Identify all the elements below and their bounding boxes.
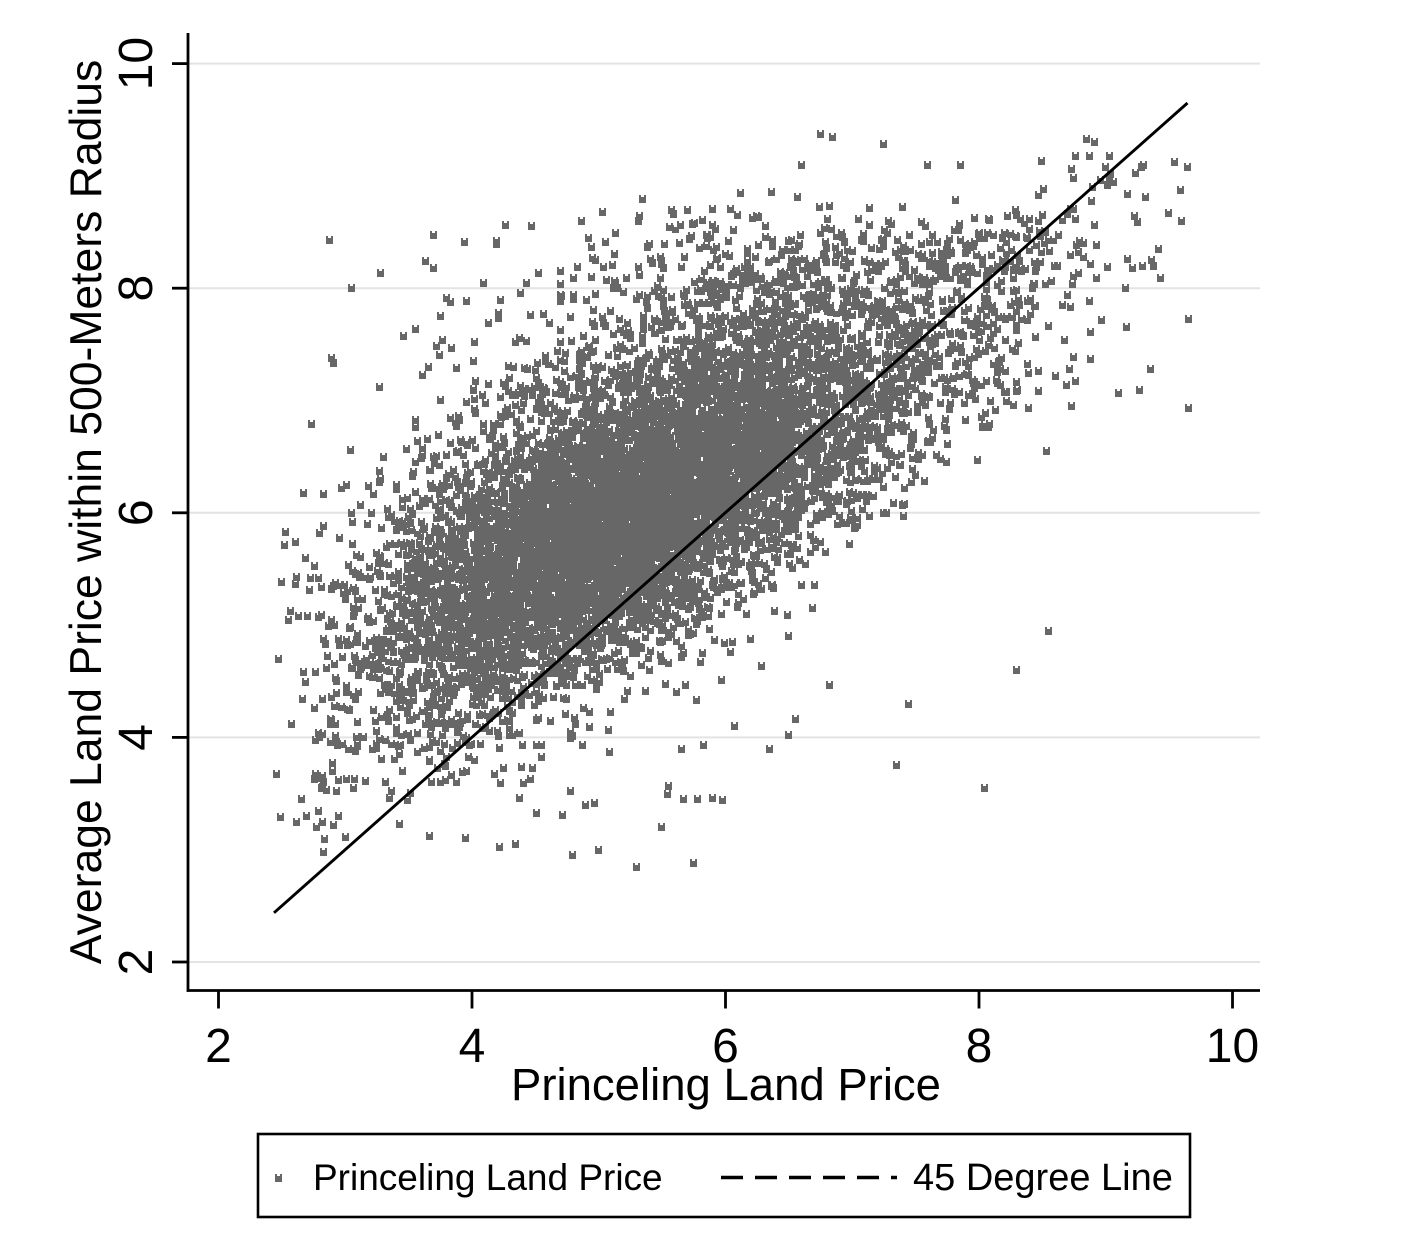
svg-text:4: 4 bbox=[110, 724, 163, 751]
svg-text:6: 6 bbox=[712, 1020, 739, 1073]
svg-text:2: 2 bbox=[110, 949, 163, 976]
svg-text:6: 6 bbox=[110, 499, 163, 526]
svg-text:2: 2 bbox=[205, 1020, 232, 1073]
svg-text:10: 10 bbox=[1206, 1020, 1259, 1073]
svg-text:Princeling Land Price: Princeling Land Price bbox=[511, 1059, 941, 1110]
svg-text:8: 8 bbox=[966, 1020, 993, 1073]
svg-text:Average Land Price within 500-: Average Land Price within 500-Meters Rad… bbox=[62, 60, 111, 965]
svg-text:Princeling Land Price: Princeling Land Price bbox=[313, 1157, 663, 1198]
svg-text:4: 4 bbox=[459, 1020, 486, 1073]
svg-text:45 Degree Line: 45 Degree Line bbox=[913, 1157, 1173, 1199]
svg-text:10: 10 bbox=[110, 37, 163, 90]
svg-text:8: 8 bbox=[110, 275, 163, 302]
